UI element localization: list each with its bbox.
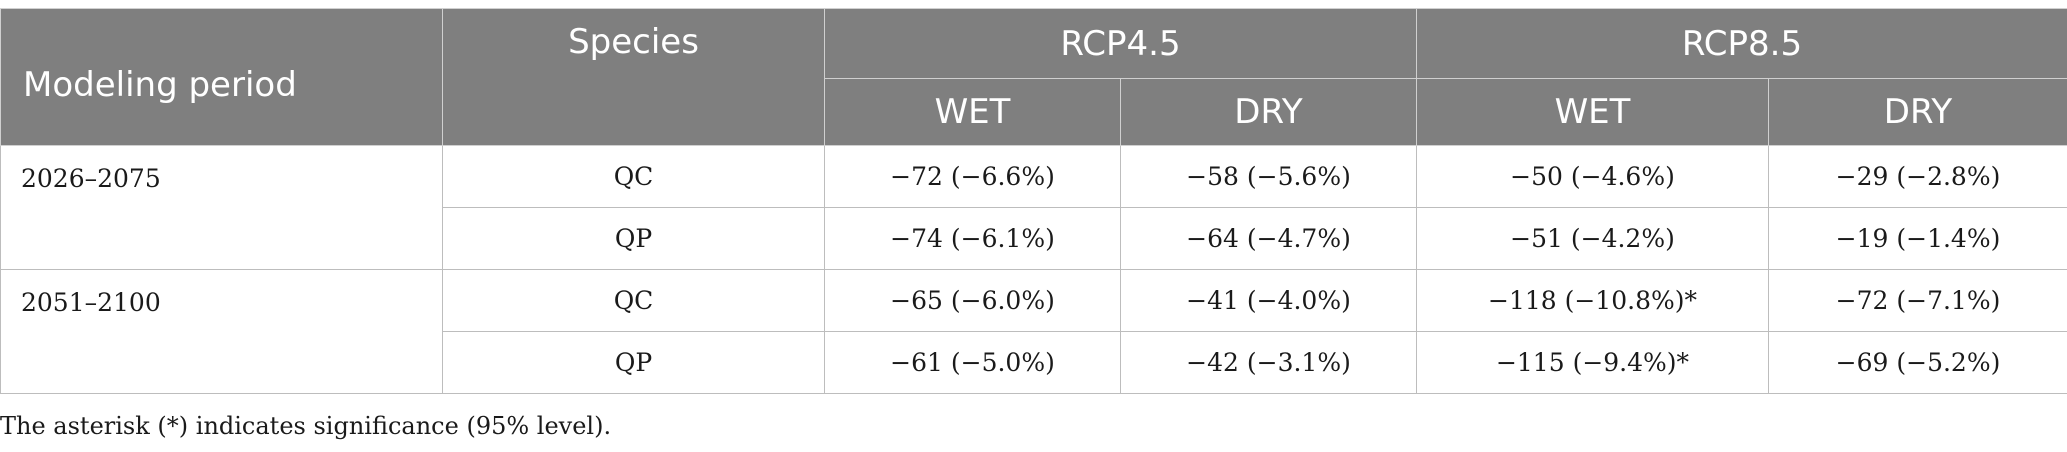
rcp45-wet-cell: −65 (−6.0%) xyxy=(824,269,1121,332)
table-row: 2026–2075 QC −72 (−6.6%) −58 (−5.6%) −50… xyxy=(0,145,2067,270)
rcp45-dry-cell: −41 (−4.0%) xyxy=(1120,269,1417,332)
rcp85-dry-cell: −69 (−5.2%) xyxy=(1768,331,2067,394)
rcp45-wet-cell: −61 (−5.0%) xyxy=(824,331,1121,394)
header-rcp85: RCP8.5 xyxy=(1416,8,2067,79)
header-rcp45: RCP4.5 xyxy=(824,8,1417,79)
header-species: Species xyxy=(442,8,825,146)
rcp45-wet-cell: −74 (−6.1%) xyxy=(824,207,1121,270)
rcp85-wet-cell: −51 (−4.2%) xyxy=(1416,207,1769,270)
table-footnote: The asterisk (*) indicates significance … xyxy=(0,412,612,440)
header-row-sub: WET DRY WET DRY xyxy=(1,78,2067,146)
rcp45-dry-cell: −42 (−3.1%) xyxy=(1120,331,1417,394)
header-rcp85-dry: DRY xyxy=(1768,78,2067,146)
header-row-top: Modeling period Species RCP4.5 RCP8.5 xyxy=(0,8,2067,146)
rcp85-wet-cell: −118 (−10.8%)* xyxy=(1416,269,1769,332)
rcp85-wet-cell: −115 (−9.4%)* xyxy=(1416,331,1769,394)
species-cell: QP xyxy=(442,207,825,270)
results-table: Modeling period Species RCP4.5 RCP8.5 WE… xyxy=(0,8,2067,394)
rcp85-wet-cell: −50 (−4.6%) xyxy=(1416,145,1769,208)
header-modeling-period: Modeling period xyxy=(0,8,443,146)
species-cell: QP xyxy=(442,331,825,394)
rcp45-dry-cell: −64 (−4.7%) xyxy=(1120,207,1417,270)
species-cell: QC xyxy=(442,269,825,332)
table-row: 2051–2100 QC −65 (−6.0%) −41 (−4.0%) −11… xyxy=(0,269,2067,394)
header-rcp45-wet: WET xyxy=(824,78,1121,146)
species-cell: QC xyxy=(442,145,825,208)
header-rcp85-wet: WET xyxy=(1416,78,1769,146)
period-cell: 2026–2075 xyxy=(0,145,443,270)
rcp85-dry-cell: −19 (−1.4%) xyxy=(1768,207,2067,270)
rcp85-dry-cell: −72 (−7.1%) xyxy=(1768,269,2067,332)
rcp45-wet-cell: −72 (−6.6%) xyxy=(824,145,1121,208)
rcp45-dry-cell: −58 (−5.6%) xyxy=(1120,145,1417,208)
header-rcp45-dry: DRY xyxy=(1120,78,1417,146)
rcp85-dry-cell: −29 (−2.8%) xyxy=(1768,145,2067,208)
table-row: QP −74 (−6.1%) −64 (−4.7%) −51 (−4.2%) −… xyxy=(1,207,2067,270)
table-row: QP −61 (−5.0%) −42 (−3.1%) −115 (−9.4%)*… xyxy=(1,331,2067,394)
period-cell: 2051–2100 xyxy=(0,269,443,394)
